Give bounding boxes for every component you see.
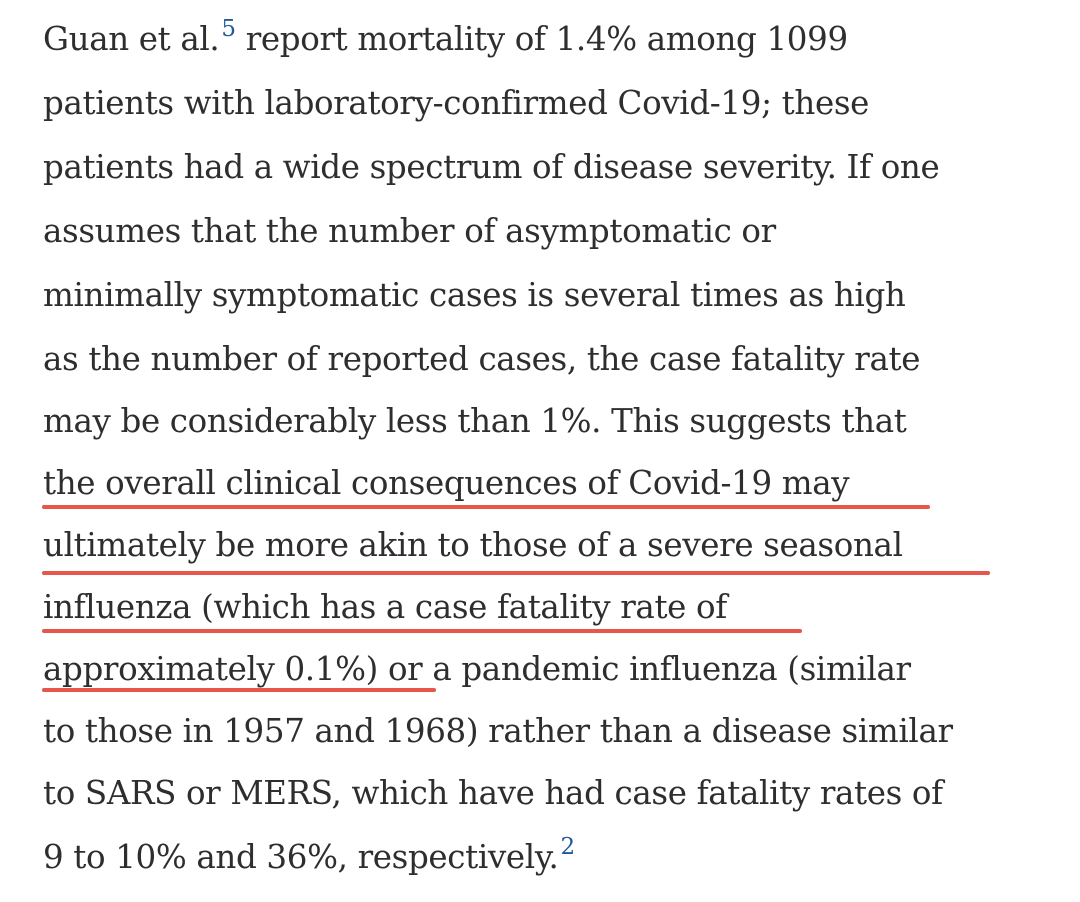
paragraph-line-13: to SARS or MERS, which have had case fat… xyxy=(43,774,943,812)
paragraph-line-11: approximately 0.1%) or a pandemic influe… xyxy=(43,650,911,688)
paragraph-line-6: as the number of reported cases, the cas… xyxy=(43,340,921,378)
paragraph-line-9-highlighted: ultimately be more akin to those of a se… xyxy=(43,526,903,564)
paragraph-line-7: may be considerably less than 1%. This s… xyxy=(43,402,907,440)
paragraph-line-1: Guan et al.5 report mortality of 1.4% am… xyxy=(43,16,848,58)
paragraph-line-4: assumes that the number of asymptomatic … xyxy=(43,212,776,250)
paragraph-line-3: patients had a wide spectrum of disease … xyxy=(43,148,940,186)
reference-link-5[interactable]: 5 xyxy=(221,16,236,42)
paragraph-line-10-highlighted: influenza (which has a case fatality rat… xyxy=(43,588,727,626)
paragraph-line-12: to those in 1957 and 1968) rather than a… xyxy=(43,712,953,750)
highlight-underline-4 xyxy=(42,688,436,692)
highlight-underline-2 xyxy=(42,571,990,575)
paragraph-line-14: 9 to 10% and 36%, respectively.2 xyxy=(43,834,576,876)
highlight-underline-3 xyxy=(42,629,802,633)
highlight-underline-1 xyxy=(42,505,930,509)
reference-link-2[interactable]: 2 xyxy=(560,834,576,860)
paragraph-line-5: minimally symptomatic cases is several t… xyxy=(43,276,906,314)
paragraph-line-8-highlighted: the overall clinical consequences of Cov… xyxy=(43,464,850,502)
paragraph-line-2: patients with laboratory-confirmed Covid… xyxy=(43,84,870,122)
highlighted-text: approximately 0.1%) xyxy=(43,650,378,688)
